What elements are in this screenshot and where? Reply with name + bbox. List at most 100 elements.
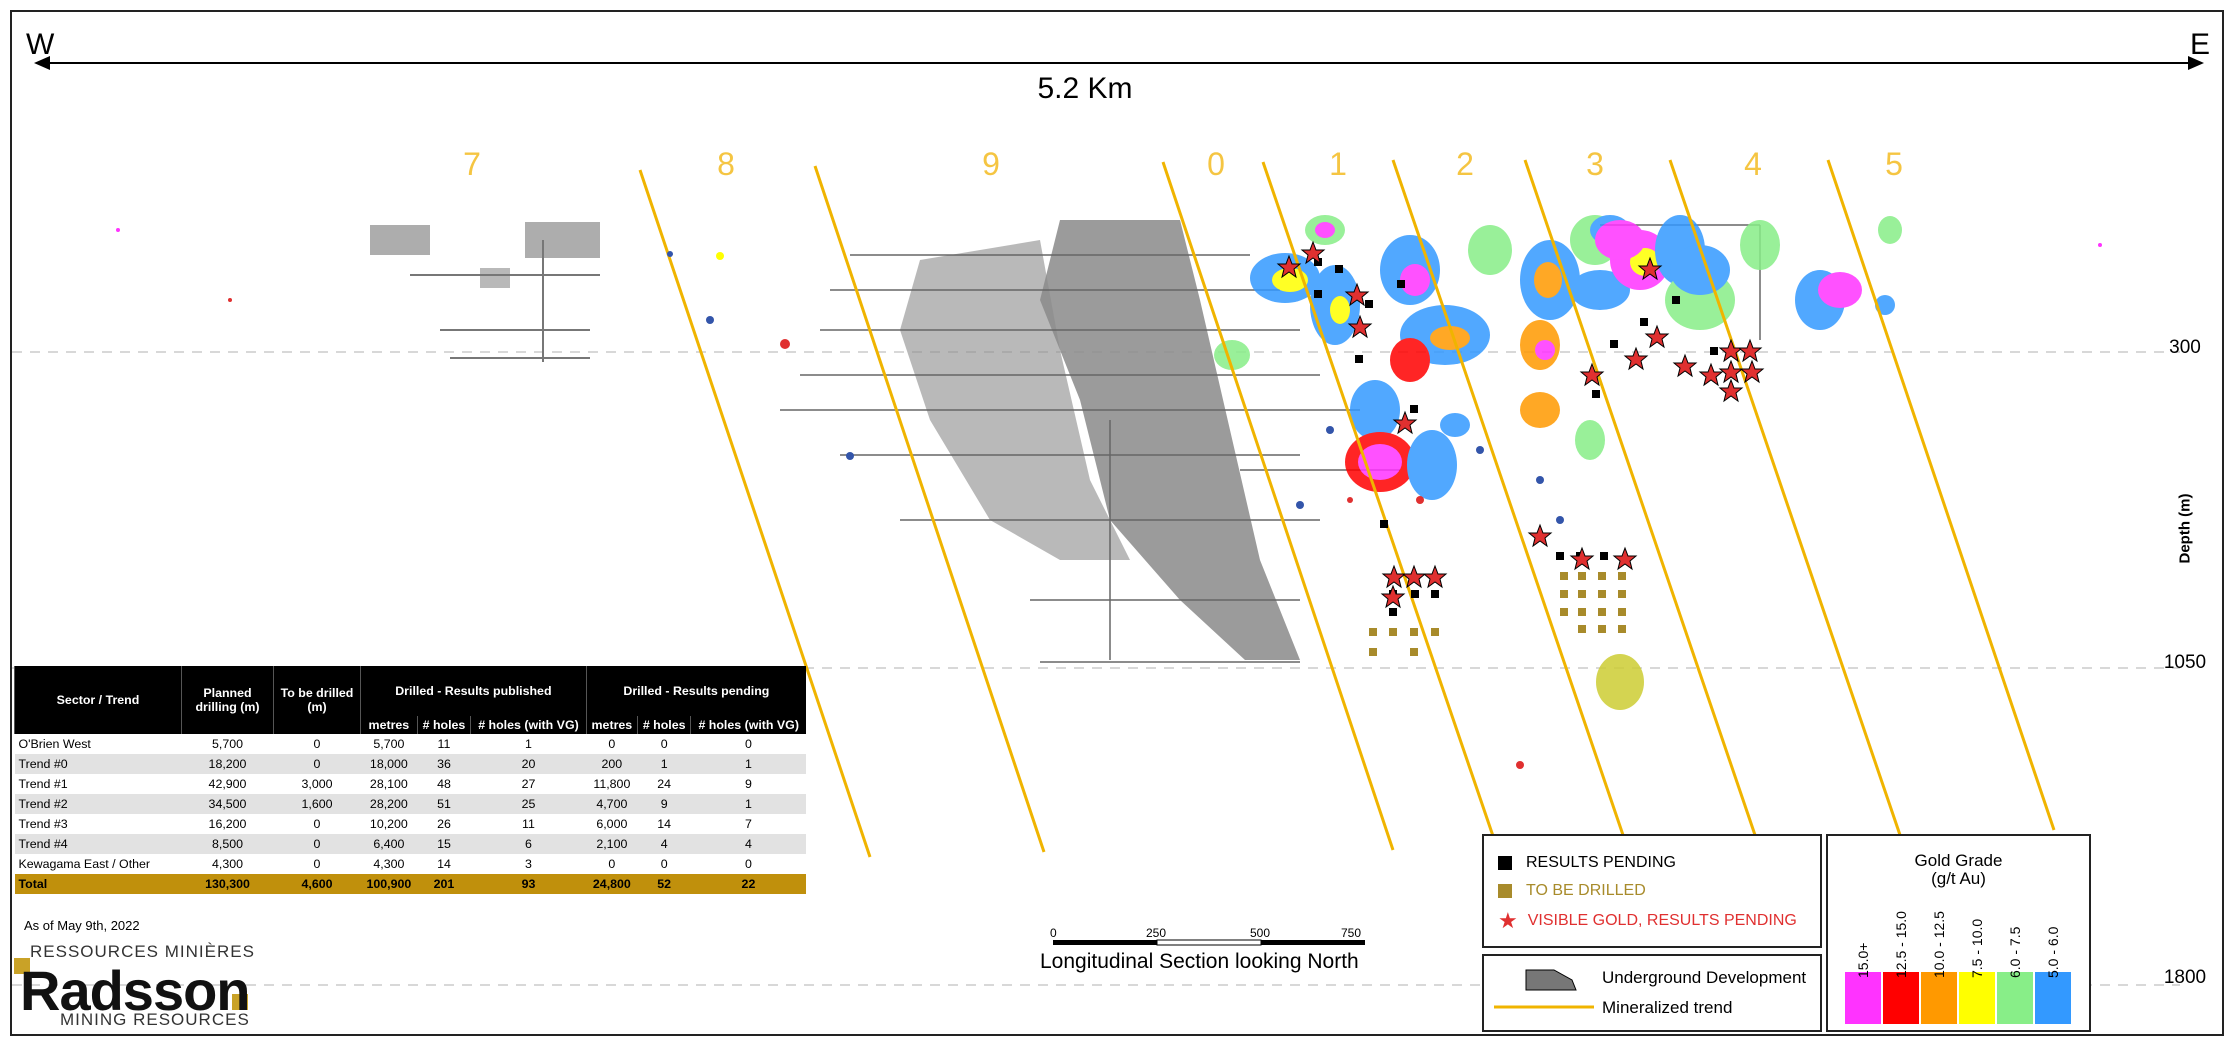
grade-legend-title: Gold Grade (g/t Au) bbox=[1828, 852, 2089, 888]
legend-pending-row: RESULTS PENDING bbox=[1498, 854, 1676, 872]
col-to-be-drilled: To be drilled (m) bbox=[273, 666, 361, 734]
table-cell-pub-vg: 1 bbox=[525, 737, 532, 751]
grade-title: Gold Grade bbox=[1914, 851, 2003, 870]
table-cell-sector: Kewagama East / Other bbox=[18, 857, 151, 871]
grade-bin-label: 10.0 - 12.5 bbox=[1931, 911, 1947, 978]
legend-tbd-label: TO BE DRILLED bbox=[1526, 882, 1646, 899]
grade-swatch bbox=[2035, 972, 2071, 1024]
grade-bin-label: 6.0 - 7.5 bbox=[2007, 926, 2023, 978]
to-be-drilled-markers bbox=[1369, 572, 1626, 656]
table-cell-sector: Trend #4 bbox=[14, 834, 182, 854]
total-pen-metres: 24,800 bbox=[586, 874, 638, 894]
table-cell-pen-h: 14 bbox=[657, 817, 672, 831]
table-cell-sector: Trend #3 bbox=[18, 817, 68, 831]
logo-tagline-en: MINING RESOURCES bbox=[60, 1010, 250, 1029]
table-cell-pub-h: 36 bbox=[417, 754, 471, 774]
grade-bin-label: 5.0 - 6.0 bbox=[2045, 926, 2061, 978]
col-pen-holes: # holes bbox=[636, 716, 691, 734]
table-cell-pen-m: 0 bbox=[608, 857, 616, 871]
table-cell-pub-vg: 25 bbox=[470, 794, 587, 814]
scale-bar bbox=[1053, 939, 1365, 946]
scale-tick-500: 500 bbox=[1250, 926, 1271, 940]
legend-pending-label: RESULTS PENDING bbox=[1526, 854, 1676, 871]
width-arrow bbox=[34, 56, 2204, 70]
trend-line-icon bbox=[1494, 1005, 1594, 1009]
table-cell-pub-m: 5,700 bbox=[373, 737, 405, 751]
legend-vg-row: ★ VISIBLE GOLD, RESULTS PENDING bbox=[1498, 908, 1797, 934]
underground-development-icon bbox=[1525, 969, 1577, 991]
total-planned: 130,300 bbox=[181, 874, 274, 894]
table-cell-pen-vg: 4 bbox=[690, 834, 806, 854]
table-cell-pen-m: 11,800 bbox=[593, 777, 631, 791]
table-cell-planned: 4,300 bbox=[211, 857, 243, 871]
col-sector: Sector / Trend bbox=[14, 666, 182, 734]
table-cell-pub-m: 6,400 bbox=[360, 834, 418, 854]
grade-bin-label: 15.0+ bbox=[1855, 942, 1871, 978]
table-cell-pub-vg: 6 bbox=[470, 834, 587, 854]
logo-tagline-fr: RESSOURCES MINIÈRES bbox=[30, 942, 255, 961]
gold-grade-blobs bbox=[1214, 215, 1902, 710]
table-cell-sector: Trend #2 bbox=[14, 794, 182, 814]
total-sector: Total bbox=[14, 874, 182, 894]
grade-swatch bbox=[1883, 972, 1919, 1024]
table-cell-tbd: 0 bbox=[313, 817, 321, 831]
west-label: W bbox=[26, 28, 55, 61]
star-icon: ★ bbox=[1498, 908, 1518, 933]
table-cell-sector: Trend #1 bbox=[18, 777, 68, 791]
sample-dots bbox=[116, 228, 2102, 769]
map-frame bbox=[10, 10, 2224, 1036]
grade-swatch bbox=[1997, 972, 2033, 1024]
table-cell-pub-h: 51 bbox=[417, 794, 471, 814]
table-cell-tbd: 1,600 bbox=[273, 794, 361, 814]
col-group-published: Drilled - Results published bbox=[360, 666, 587, 716]
total-pub-vg: 93 bbox=[470, 874, 587, 894]
table-cell-pub-m: 18,000 bbox=[360, 754, 418, 774]
trend-label-5: 5 bbox=[1885, 146, 1903, 182]
grade-bin-label: 7.5 - 10.0 bbox=[1969, 918, 1985, 978]
table-cell-tbd: 3,000 bbox=[301, 777, 333, 791]
table-cell-pen-h: 4 bbox=[637, 834, 691, 854]
col-group-pending: Drilled - Results pending bbox=[585, 666, 806, 716]
scale-tick-0: 0 bbox=[1050, 926, 1057, 940]
drilling-summary-table: Sector / Trend Planned drilling (m) To b… bbox=[14, 666, 806, 894]
total-pub-metres: 100,900 bbox=[360, 874, 418, 894]
table-cell-planned: 16,200 bbox=[208, 817, 247, 831]
pending-markers bbox=[1314, 258, 1718, 616]
table-cell-pub-vg: 11 bbox=[522, 817, 535, 831]
grade-unit: (g/t Au) bbox=[1931, 869, 1986, 888]
table-cell-pen-m: 0 bbox=[608, 737, 616, 751]
table-cell-pub-m: 28,100 bbox=[369, 777, 408, 791]
table-cell-pen-m: 6,000 bbox=[596, 817, 628, 831]
col-pub-holes: # holes bbox=[416, 716, 471, 734]
trend-label-8: 8 bbox=[717, 146, 735, 182]
logo-name: Radsson bbox=[20, 959, 250, 1022]
table-cell-pen-h: 1 bbox=[637, 754, 691, 774]
visible-gold-markers bbox=[1276, 240, 1765, 609]
table-cell-planned: 8,500 bbox=[181, 834, 274, 854]
grade-bin-label: 12.5 - 15.0 bbox=[1893, 911, 1909, 978]
table-cell-pen-vg: 1 bbox=[690, 794, 806, 814]
table-row: Trend #0 18,200 0 18,000 36 20 200 1 1 bbox=[14, 754, 806, 774]
table-row: O'Brien West 5,700 0 5,700 11 1 0 0 0 bbox=[15, 734, 807, 754]
total-pub-holes: 201 bbox=[417, 874, 471, 894]
total-pen-vg: 22 bbox=[690, 874, 806, 894]
table-cell-pen-vg: 1 bbox=[690, 754, 806, 774]
square-icon bbox=[1498, 856, 1512, 870]
logo-mark bbox=[14, 958, 30, 974]
depth-label-300: 300 bbox=[2169, 337, 2201, 358]
table-cell-pub-h: 14 bbox=[437, 857, 451, 871]
table-cell-pub-vg: 27 bbox=[521, 777, 536, 791]
col-planned: Planned drilling (m) bbox=[181, 666, 274, 734]
table-cell-planned: 5,700 bbox=[211, 737, 243, 751]
table-cell-sector: O'Brien West bbox=[18, 737, 91, 751]
scale-tick-250: 250 bbox=[1146, 926, 1167, 940]
square-icon bbox=[1498, 884, 1512, 898]
grade-swatch bbox=[1921, 972, 1957, 1024]
trend-label-9: 9 bbox=[982, 146, 1000, 182]
legend-trend-label: Mineralized trend bbox=[1602, 998, 1733, 1017]
table-cell-pub-vg: 20 bbox=[470, 754, 587, 774]
table-cell-pen-vg: 7 bbox=[744, 817, 752, 831]
table-cell-pub-vg: 3 bbox=[525, 857, 532, 871]
legend-tbd-row: TO BE DRILLED bbox=[1498, 882, 1646, 900]
depth-label-1800: 1800 bbox=[2163, 967, 2207, 988]
